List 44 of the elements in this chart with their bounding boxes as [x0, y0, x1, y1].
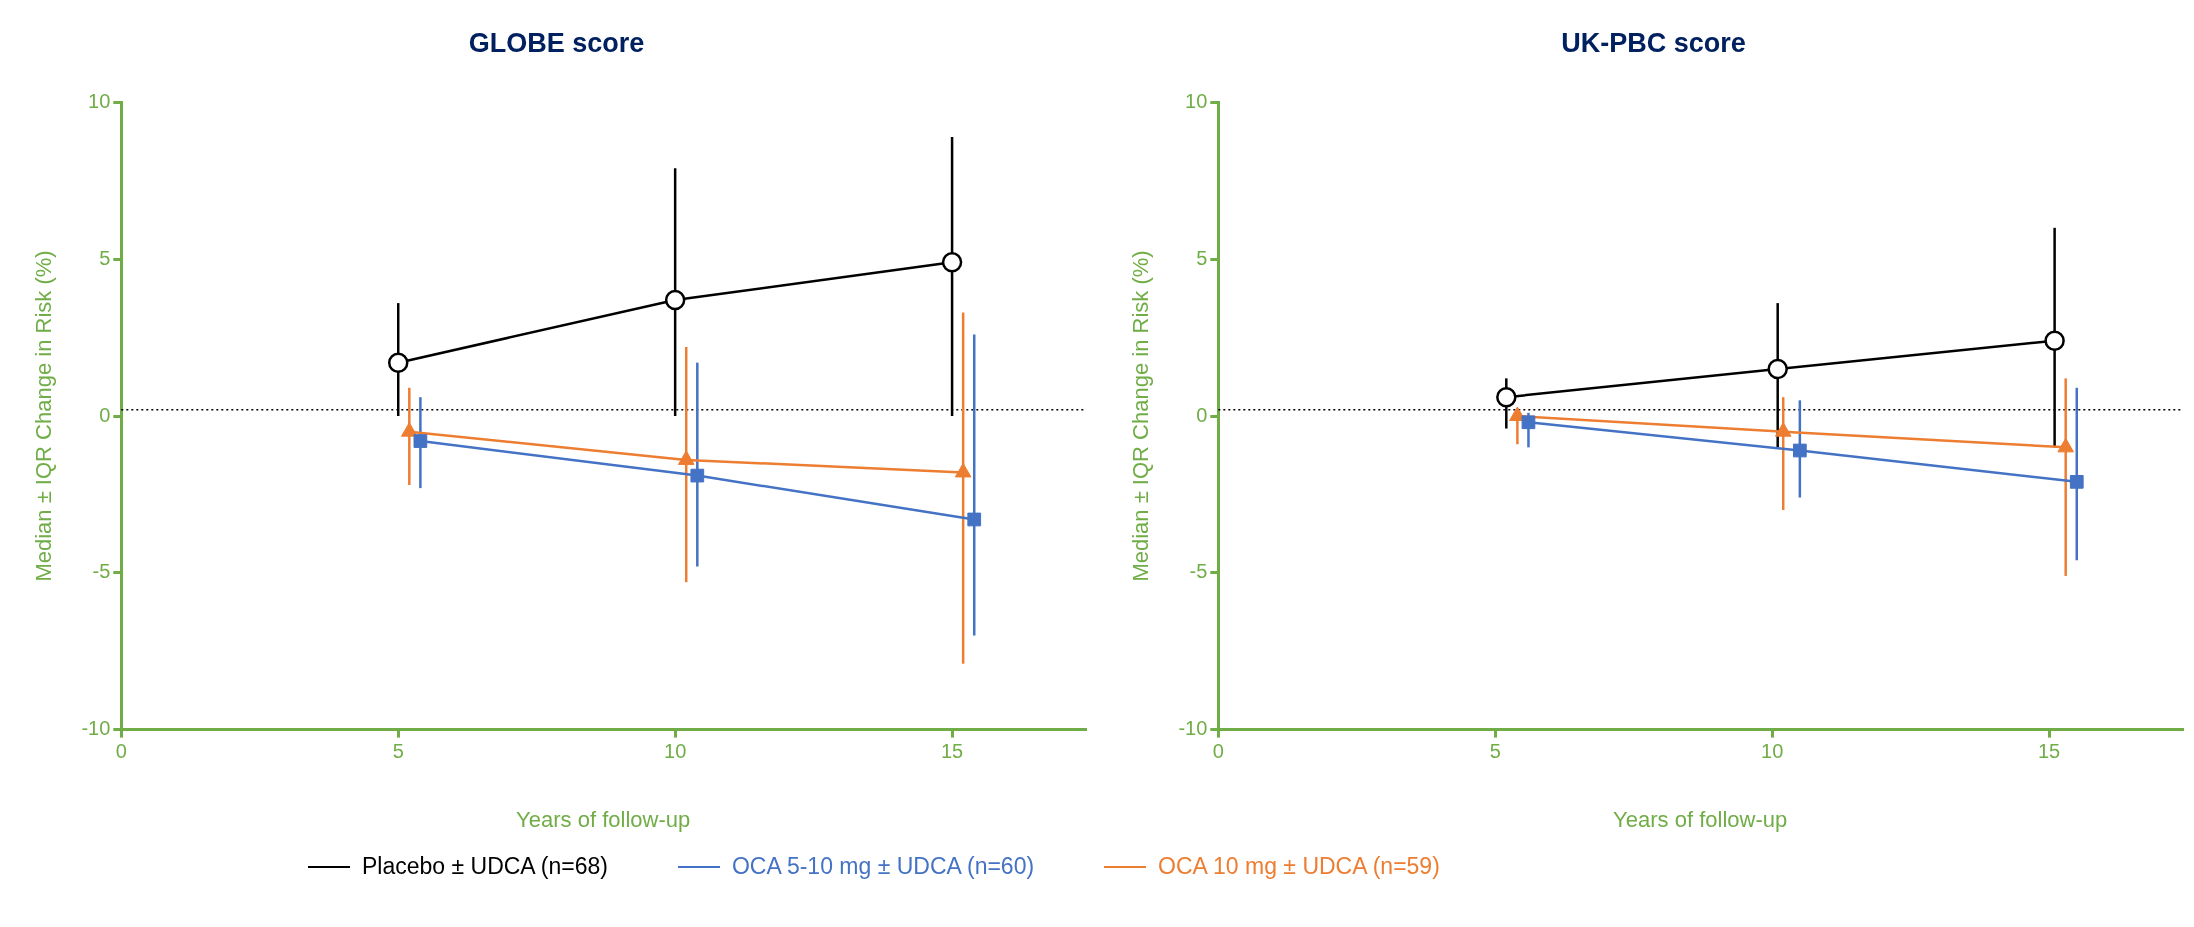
chart-title: GLOBE score — [468, 27, 645, 58]
x-tick-label: 5 — [392, 740, 404, 763]
point — [2044, 330, 2065, 351]
x-tick-label: 10 — [1761, 740, 1784, 763]
x-tick-label: 10 — [664, 740, 687, 763]
point — [967, 512, 982, 527]
y-tick-label: -5 — [1189, 560, 1208, 583]
x-tick-label: 0 — [115, 740, 127, 763]
y-tick-label: 5 — [1196, 246, 1208, 269]
x-tick-label: 15 — [2037, 740, 2061, 763]
x-axis-title: Years of follow-up — [1613, 806, 1788, 832]
y-tick-label: -10 — [1178, 717, 1208, 740]
y-tick-label: 10 — [1185, 89, 1208, 112]
point — [677, 450, 695, 465]
point — [954, 462, 972, 478]
point — [1521, 415, 1536, 430]
y-tick-label: 10 — [88, 89, 111, 112]
chart-title: UK-PBC score — [1561, 27, 1746, 58]
point — [664, 289, 686, 311]
point — [2069, 474, 2084, 489]
y-tick-label: -5 — [92, 560, 111, 583]
x-tick-label: 0 — [1212, 740, 1224, 763]
point — [413, 434, 428, 448]
x-tick-label: 15 — [940, 740, 964, 763]
point — [1767, 358, 1788, 380]
point — [387, 352, 409, 373]
point — [690, 468, 705, 483]
y-tick-label: 5 — [99, 246, 111, 269]
point — [1792, 443, 1807, 458]
y-axis-title: Median ± IQR Change in Risk (%) — [1128, 250, 1154, 582]
y-tick-label: 0 — [99, 403, 111, 426]
legend-label: Placebo ± UDCA (n=68) — [362, 853, 608, 880]
point — [1496, 386, 1517, 408]
point — [2057, 437, 2074, 453]
y-axis-title: Median ± IQR Change in Risk (%) — [31, 250, 57, 582]
x-axis-title: Years of follow-up — [516, 806, 691, 832]
legend-label: OCA 10 mg ± UDCA (n=59) — [1158, 853, 1440, 880]
legend-label: OCA 5-10 mg ± UDCA (n=60) — [731, 853, 1035, 880]
y-tick-label: 0 — [1196, 403, 1208, 426]
point — [1774, 422, 1792, 437]
point — [941, 252, 963, 273]
x-tick-label: 5 — [1489, 740, 1501, 763]
y-tick-label: -10 — [81, 717, 111, 740]
point — [401, 422, 418, 437]
